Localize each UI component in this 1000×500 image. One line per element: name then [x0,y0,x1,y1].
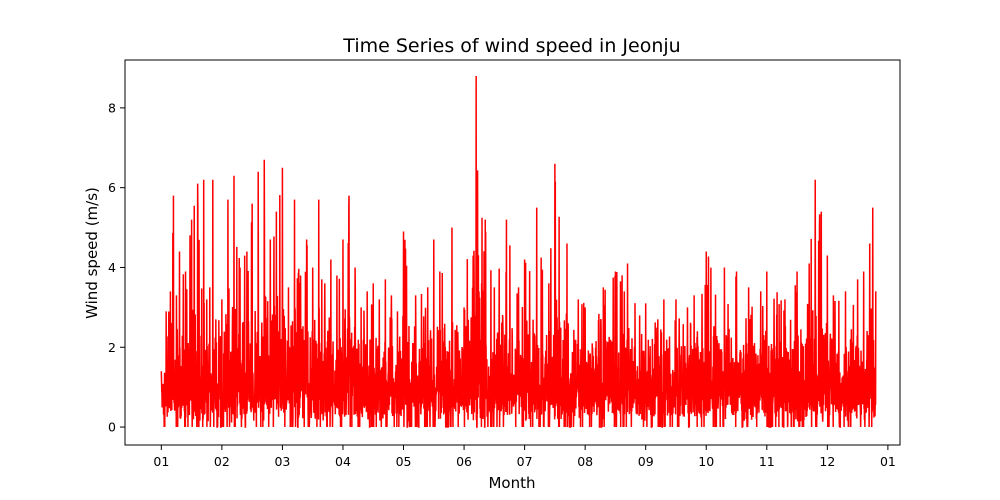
y-tick-label: 8 [108,100,116,115]
y-axis-ticks: 0 2 4 6 8 [108,100,125,435]
x-tick-label: 11 [759,454,775,469]
x-tick-label: 05 [396,454,412,469]
y-tick-label: 6 [108,180,116,195]
x-tick-label: 06 [456,454,472,469]
y-tick-label: 0 [108,420,116,435]
y-axis-label: Wind speed (m/s) [83,187,101,319]
wind-speed-line [160,75,877,428]
x-axis-ticks: 01 02 03 04 05 06 07 08 09 10 11 12 01 [153,445,896,469]
x-tick-label: 12 [819,454,835,469]
x-tick-label: 01 [153,454,169,469]
x-tick-label: 03 [274,454,290,469]
x-tick-label: 10 [698,454,714,469]
x-tick-label: 02 [214,454,230,469]
chart-title: Time Series of wind speed in Jeonju [342,35,680,57]
plot-frame [124,59,901,446]
x-tick-label: 04 [335,454,351,469]
plot-area [160,75,877,428]
x-tick-label: 07 [517,454,533,469]
x-tick-label: 08 [577,454,593,469]
x-tick-label: 09 [638,454,654,469]
y-tick-label: 4 [108,260,116,275]
x-tick-label: 01 [880,454,896,469]
y-tick-label: 2 [108,340,116,355]
x-axis-label: Month [488,474,535,492]
